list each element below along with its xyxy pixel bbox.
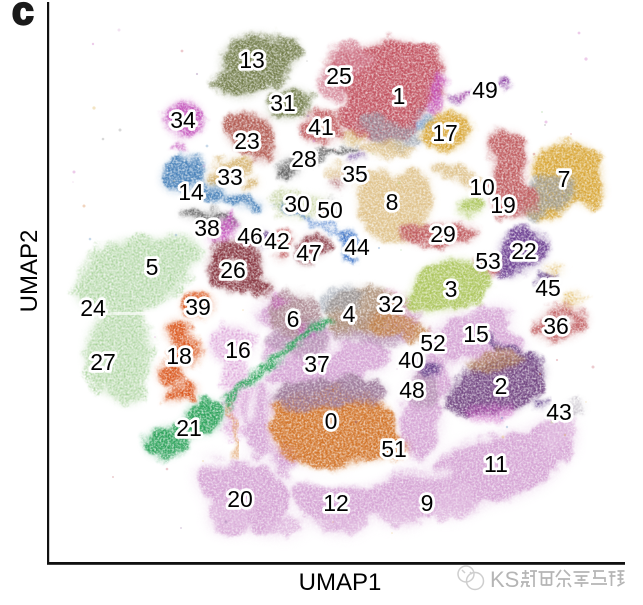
svg-text:12: 12 bbox=[323, 490, 349, 516]
svg-text:53: 53 bbox=[475, 248, 501, 274]
svg-text:25: 25 bbox=[326, 63, 352, 89]
svg-text:30: 30 bbox=[284, 191, 310, 217]
svg-text:31: 31 bbox=[270, 90, 296, 116]
svg-text:35: 35 bbox=[342, 161, 368, 187]
svg-text:33: 33 bbox=[217, 164, 243, 190]
svg-text:18: 18 bbox=[166, 343, 192, 369]
svg-text:15: 15 bbox=[463, 321, 489, 347]
svg-text:24: 24 bbox=[80, 295, 106, 321]
svg-text:17: 17 bbox=[432, 120, 458, 146]
svg-text:41: 41 bbox=[308, 114, 334, 140]
svg-text:27: 27 bbox=[90, 349, 116, 375]
svg-text:UMAP1: UMAP1 bbox=[299, 569, 382, 596]
svg-text:KS: KS bbox=[490, 567, 519, 592]
svg-text:6: 6 bbox=[287, 306, 300, 332]
svg-text:43: 43 bbox=[546, 399, 572, 425]
svg-text:8: 8 bbox=[386, 189, 399, 215]
svg-text:13: 13 bbox=[239, 47, 265, 73]
svg-text:2: 2 bbox=[495, 373, 508, 399]
svg-text:14: 14 bbox=[178, 179, 204, 205]
svg-text:21: 21 bbox=[176, 415, 202, 441]
svg-text:32: 32 bbox=[378, 291, 404, 317]
svg-text:1: 1 bbox=[393, 83, 406, 109]
svg-text:49: 49 bbox=[472, 77, 498, 103]
svg-text:44: 44 bbox=[344, 234, 370, 260]
svg-text:46: 46 bbox=[237, 223, 263, 249]
svg-text:23: 23 bbox=[234, 128, 260, 154]
svg-text:9: 9 bbox=[421, 490, 434, 516]
svg-text:29: 29 bbox=[430, 221, 456, 247]
svg-text:11: 11 bbox=[484, 451, 508, 477]
svg-text:0: 0 bbox=[325, 408, 338, 434]
svg-text:5: 5 bbox=[146, 254, 159, 280]
svg-text:4: 4 bbox=[343, 301, 356, 327]
svg-text:52: 52 bbox=[420, 330, 446, 356]
svg-text:c: c bbox=[12, 0, 34, 33]
svg-text:40: 40 bbox=[398, 347, 424, 373]
svg-text:20: 20 bbox=[227, 486, 253, 512]
svg-text:28: 28 bbox=[291, 146, 317, 172]
svg-text:36: 36 bbox=[543, 313, 569, 339]
svg-text:16: 16 bbox=[225, 337, 251, 363]
svg-text:37: 37 bbox=[304, 351, 330, 377]
svg-text:47: 47 bbox=[296, 240, 322, 266]
svg-text:51: 51 bbox=[381, 436, 407, 462]
svg-text:39: 39 bbox=[185, 294, 211, 320]
svg-text:UMAP2: UMAP2 bbox=[16, 230, 43, 313]
svg-text:22: 22 bbox=[511, 238, 537, 264]
svg-text:7: 7 bbox=[558, 166, 571, 192]
svg-text:10: 10 bbox=[469, 174, 495, 200]
svg-text:19: 19 bbox=[490, 192, 516, 218]
svg-text:48: 48 bbox=[399, 377, 425, 403]
svg-text:34: 34 bbox=[170, 107, 196, 133]
svg-text:26: 26 bbox=[220, 257, 246, 283]
svg-text:50: 50 bbox=[317, 197, 343, 223]
svg-text:38: 38 bbox=[194, 215, 220, 241]
svg-text:3: 3 bbox=[445, 276, 458, 302]
svg-text:45: 45 bbox=[535, 275, 561, 301]
svg-text:42: 42 bbox=[264, 228, 290, 254]
